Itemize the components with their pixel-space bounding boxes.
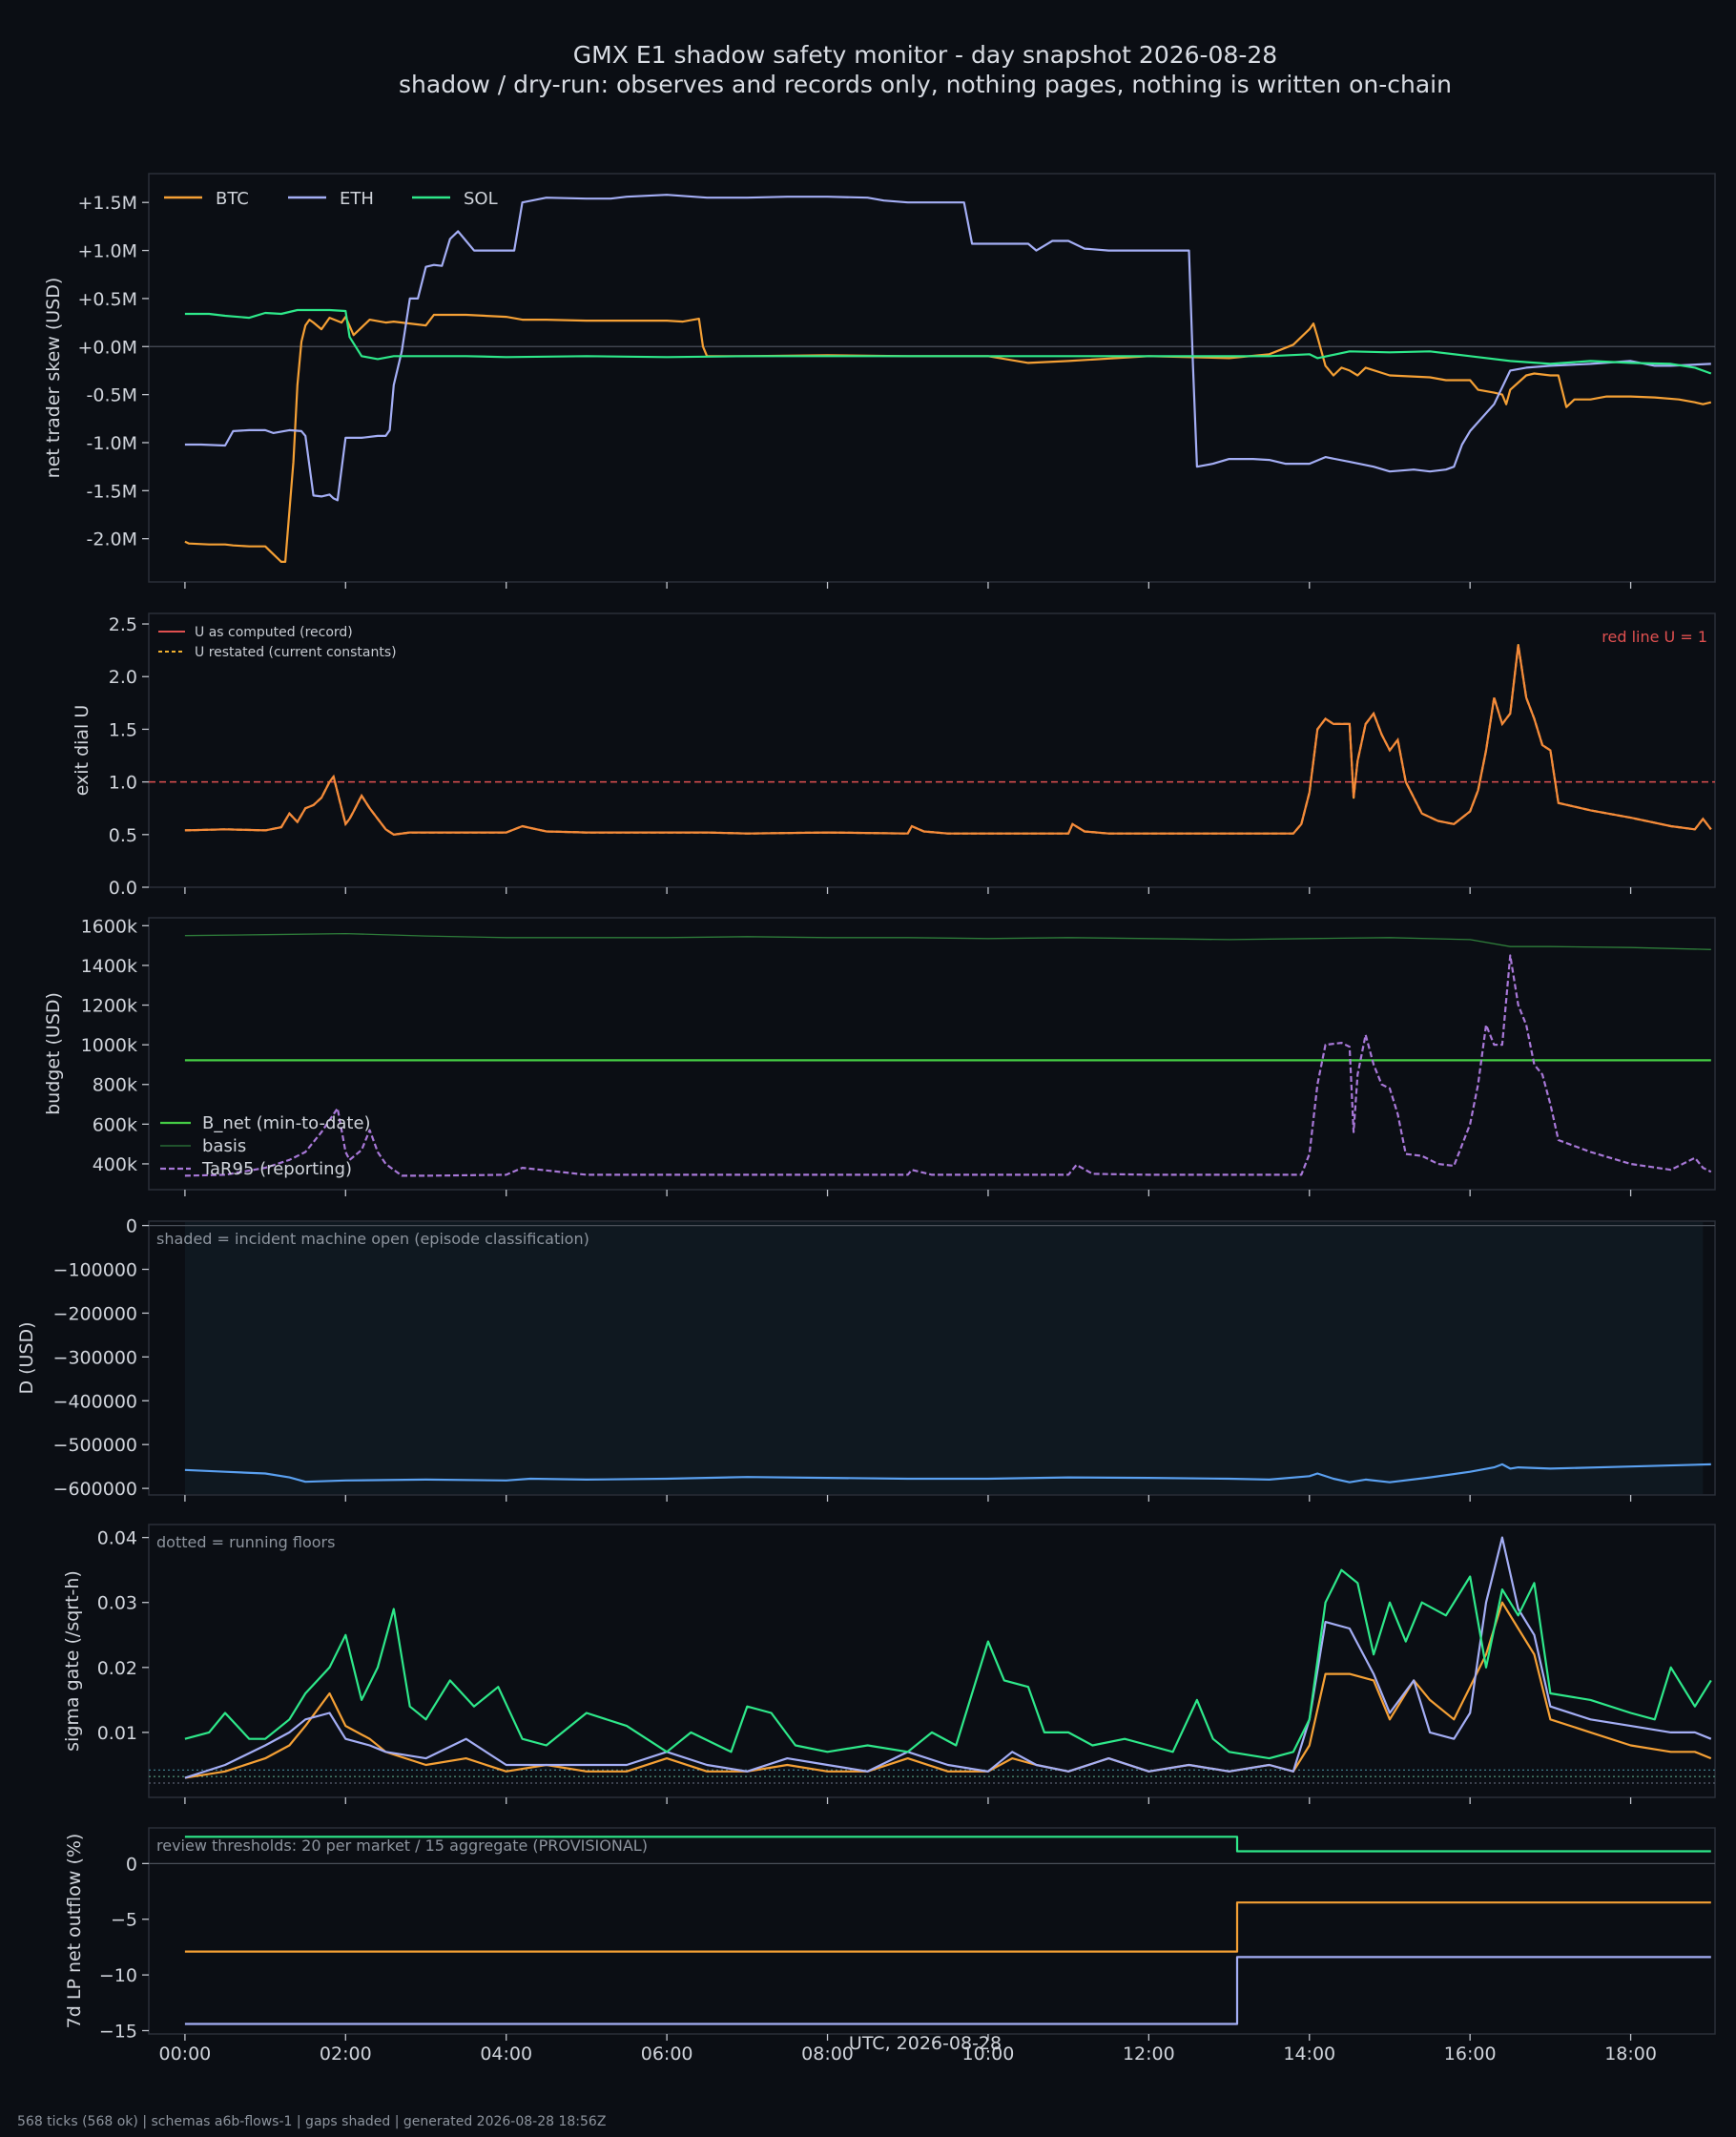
y-axis-label: D (USD) — [16, 1321, 37, 1394]
series-line-basis — [184, 932, 1711, 950]
y-tick-label: 0.03 — [97, 1593, 137, 1614]
y-axis-label: net trader skew (USD) — [43, 278, 64, 479]
y-tick-label: −400000 — [53, 1391, 137, 1412]
y-tick-label: +1.5M — [77, 193, 137, 214]
series-line-sol — [184, 1836, 1711, 1853]
y-tick-label: 0 — [126, 1216, 137, 1237]
y-tick-label: 2.0 — [109, 667, 137, 688]
x-tick-label: 16:00 — [1444, 2044, 1497, 2064]
y-tick-label: 400k — [93, 1154, 137, 1175]
series-line-eth — [184, 1956, 1711, 2025]
y-tick-label: 0.0 — [109, 878, 137, 899]
y-tick-label: 1.5 — [109, 719, 137, 740]
legend-label: U as computed (record) — [195, 625, 353, 640]
y-axis-label: budget (USD) — [43, 992, 64, 1115]
footer-status: 568 ticks (568 ok) | schemas a6b-flows-1… — [17, 2114, 606, 2129]
x-axis-label: UTC, 2026-08-28 — [849, 2033, 1002, 2054]
legend-label: basis — [202, 1136, 246, 1156]
series-line-eth — [184, 1536, 1712, 1779]
y-tick-label: −100000 — [53, 1260, 137, 1281]
plot-frame — [148, 1524, 1716, 1798]
legend-label: TaR95 (reporting) — [201, 1159, 352, 1179]
panel-note: review thresholds: 20 per market / 15 ag… — [156, 1836, 648, 1855]
figure-title: GMX E1 shadow safety monitor - day snaps… — [573, 41, 1277, 69]
y-tick-label: −600000 — [53, 1479, 137, 1500]
x-tick-label: 00:00 — [159, 2044, 212, 2064]
panel-skew: +1.5M +1.0M +0.5M +0.0M -0.5M -1.0M -1.5M -2.0M… — [43, 173, 1716, 589]
y-tick-label: -0.5M — [87, 385, 137, 406]
y-tick-label: 2.5 — [109, 614, 137, 635]
plot-frame — [148, 173, 1716, 583]
y-axis-label: 7d LP net outflow (%) — [64, 1834, 85, 2029]
legend-label: SOL — [464, 189, 498, 209]
panel-note: shaded = incident machine open (episode … — [156, 1230, 589, 1248]
y-tick-label: −10 — [99, 1965, 137, 1986]
x-tick-label: 02:00 — [320, 2044, 372, 2064]
series-line-u-trace — [184, 644, 1712, 836]
y-tick-label: −15 — [99, 2021, 137, 2042]
y-axis-label: sigma gate (/sqrt-h) — [62, 1570, 83, 1752]
incident-shade — [184, 1222, 1704, 1494]
red-line-label: red line U = 1 — [1602, 628, 1707, 646]
x-tick-label: 10:00 — [962, 2044, 1015, 2064]
plot-frame — [148, 612, 1716, 888]
y-tick-label: 0.04 — [97, 1528, 137, 1549]
x-tick-label: 14:00 — [1283, 2044, 1335, 2064]
figure-subtitle: shadow / dry-run: observes and records o… — [399, 71, 1452, 98]
y-tick-label: −300000 — [53, 1347, 137, 1368]
y-tick-label: 0 — [126, 1854, 137, 1875]
y-tick-label: 1600k — [81, 916, 137, 937]
x-tick-label: 06:00 — [641, 2044, 693, 2064]
y-axis-label: exit dial U — [72, 705, 93, 797]
panel-budget: 400k 600k 800k 1000k 1200k 1400k 1600k budget (… — [43, 916, 1716, 1196]
x-tick-label: 04:00 — [480, 2044, 532, 2064]
panel-sigma: 0.01 0.02 0.03 0.04 sigma gate (/sqrt-h) dott… — [62, 1524, 1716, 1804]
x-tick-label: 18:00 — [1604, 2044, 1657, 2064]
y-tick-label: 1200k — [81, 996, 137, 1017]
y-tick-label: 1400k — [81, 956, 137, 977]
y-tick-label: -1.5M — [87, 481, 137, 502]
series-line-sol — [184, 308, 1712, 375]
x-tick-label: 08:00 — [801, 2044, 854, 2064]
y-tick-label: −5 — [111, 1910, 137, 1931]
panel-D: 0 −100000 −200000 −300000 −400000 −500000 −600… — [16, 1216, 1716, 1502]
series-line-eth — [184, 194, 1711, 502]
plot-frame — [148, 1827, 1716, 2035]
x-tick-label: 12:00 — [1123, 2044, 1175, 2064]
series-line-d — [184, 1463, 1711, 1483]
legend-label: BTC — [216, 189, 249, 209]
series-line-sol — [184, 1568, 1712, 1760]
y-tick-label: 0.02 — [97, 1658, 137, 1679]
panel-exit-dial: red line U = 1 0.0 0.5 1.0 1.5 2.0 2.5 exit dia… — [72, 612, 1716, 899]
panel-note: dotted = running floors — [156, 1533, 335, 1551]
y-tick-label: +0.0M — [77, 337, 137, 358]
y-tick-label: 800k — [93, 1075, 137, 1096]
y-tick-label: −200000 — [53, 1303, 137, 1324]
y-tick-label: −500000 — [53, 1435, 137, 1456]
y-tick-label: 1.0 — [109, 773, 137, 794]
legend-label: ETH — [340, 189, 374, 209]
series-line-btc — [184, 1901, 1711, 1953]
y-tick-label: 0.01 — [97, 1723, 137, 1744]
y-tick-label: +0.5M — [77, 289, 137, 310]
panel-lp-outflow: −15 −10 −5 0 7d LP net outflow (%) review thr… — [64, 1827, 1716, 2042]
plot-frame — [148, 917, 1716, 1191]
y-tick-label: -2.0M — [87, 529, 137, 550]
series-line-tar95-reporting- — [184, 954, 1712, 1177]
legend-label: B_net (min-to-date) — [202, 1113, 371, 1133]
y-tick-label: 1000k — [81, 1035, 137, 1056]
y-tick-label: -1.0M — [87, 433, 137, 454]
y-tick-label: 600k — [93, 1114, 137, 1135]
y-tick-label: +1.0M — [77, 241, 137, 262]
legend-label: U restated (current constants) — [195, 645, 397, 660]
y-tick-label: 0.5 — [109, 825, 137, 846]
